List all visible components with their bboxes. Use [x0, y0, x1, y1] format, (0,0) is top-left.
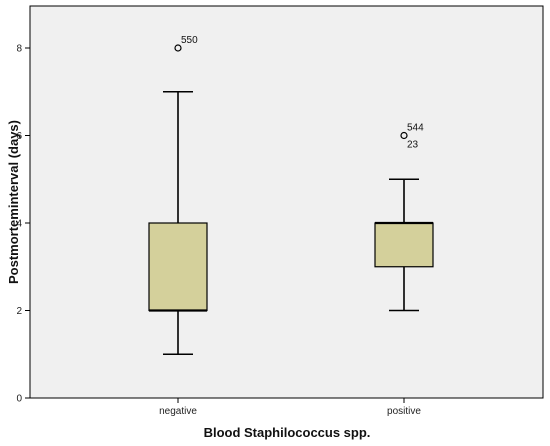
outlier-point	[400, 131, 408, 140]
outlier-label: 550	[181, 35, 198, 46]
plot-area	[29, 5, 544, 399]
outlier-label: 544	[407, 123, 424, 134]
outlier-label: 23	[407, 140, 419, 151]
y-tick-label: 4	[16, 219, 22, 230]
y-tick-label: 2	[16, 306, 22, 317]
box-positive	[374, 222, 434, 268]
y-tick-label: 0	[16, 394, 22, 405]
outlier-point	[174, 44, 182, 52]
box-negative	[148, 222, 208, 312]
y-axis-title: Postmorteminterval (days)	[6, 120, 21, 284]
x-axis-title: Blood Staphilococcus spp.	[204, 425, 371, 440]
y-tick-label: 6	[16, 131, 22, 142]
x-tick-label: negative	[159, 406, 197, 417]
y-tick-label: 8	[16, 44, 22, 55]
x-tick-label: positive	[387, 406, 421, 417]
